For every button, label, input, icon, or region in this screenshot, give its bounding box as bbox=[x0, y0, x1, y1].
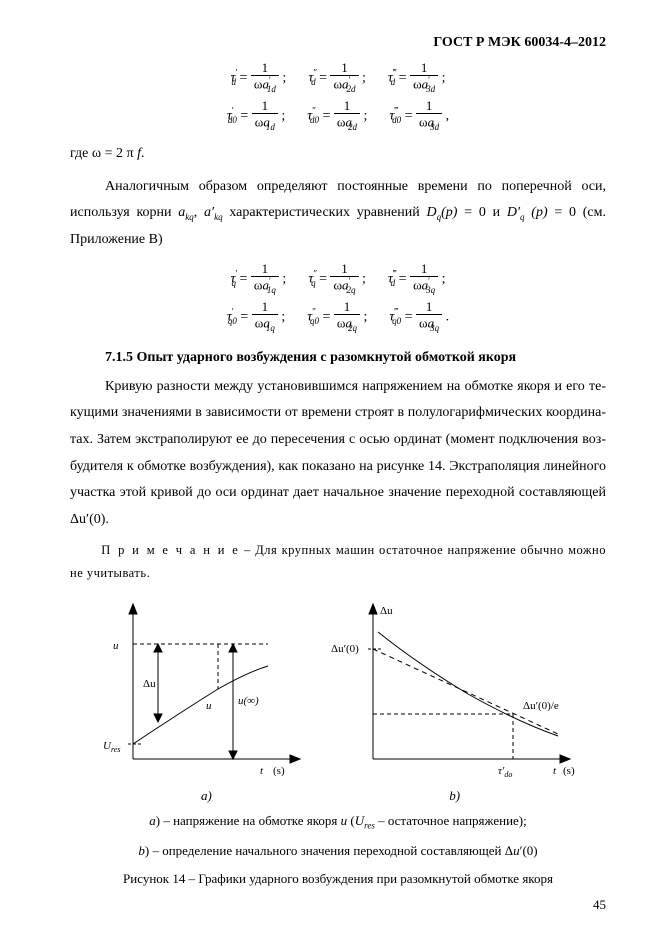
figure-b: Δu Δu′(0) Δu′(0)/e τ′do t (s) bbox=[328, 594, 588, 784]
equation-row-3: τ′q = 1ωa′1q ;τ″q = 1ωa′2q ;τ‴d = 1ωa′3q… bbox=[70, 262, 606, 296]
where-line: где ω = 2 π f. bbox=[70, 141, 606, 168]
page-number: 45 bbox=[593, 897, 606, 913]
figure-caption: Рисунок 14 – Графики ударного возбуждени… bbox=[70, 868, 606, 890]
svg-text:Δu′(0)/e: Δu′(0)/e bbox=[523, 700, 559, 712]
svg-text:τ′do: τ′do bbox=[498, 765, 512, 779]
note: П р и м е ч а н и е – Для крупных машин … bbox=[70, 539, 606, 584]
equation-row-4: τ′q0 = 1ωa1q ;τ″q0 = 1ωa2q ;τ‴q0 = 1ωa3q… bbox=[70, 300, 606, 334]
doc-header: ГОСТ Р МЭК 60034-4–2012 bbox=[70, 35, 606, 51]
caption-b: b) – определение начального значения пер… bbox=[70, 840, 606, 862]
figure-a: u Δu u(∞) u Ures t (s) bbox=[88, 594, 318, 784]
para-transverse: Аналогичным образом определяют постоянны… bbox=[70, 174, 606, 254]
svg-text:u: u bbox=[206, 700, 212, 712]
section-heading: 7.1.5 Опыт ударного возбуждения с разомк… bbox=[70, 350, 606, 366]
svg-text:t: t bbox=[260, 765, 264, 777]
svg-text:u(∞): u(∞) bbox=[238, 695, 259, 707]
para-experiment: Кривую разности между установившимся нап… bbox=[70, 374, 606, 534]
equation-row-2: τ′d0 = 1ωa1d ;τ″d0 = 1ωa2d ;τ‴d0 = 1ωa3d… bbox=[70, 99, 606, 133]
svg-text:Δu: Δu bbox=[143, 678, 156, 690]
svg-text:t: t bbox=[553, 765, 557, 777]
svg-text:(s): (s) bbox=[563, 765, 575, 777]
figure-row: u Δu u(∞) u Ures t (s) Δu Δu′(0) Δu′(0)/… bbox=[70, 594, 606, 784]
caption-a: a) – напряжение на обмотке якоря u (Ures… bbox=[70, 810, 606, 834]
figure-sublabels: a) b) bbox=[70, 788, 606, 804]
svg-text:Δu′(0): Δu′(0) bbox=[331, 643, 359, 655]
svg-text:(s): (s) bbox=[273, 765, 285, 777]
equation-row-1: τ′d = 1ωa′1d ;τ″d = 1ωa′2d ;τ‴d = 1ωa′3d… bbox=[70, 61, 606, 95]
svg-text:Ures: Ures bbox=[103, 740, 120, 754]
svg-text:u: u bbox=[113, 640, 119, 652]
svg-text:Δu: Δu bbox=[380, 605, 393, 617]
